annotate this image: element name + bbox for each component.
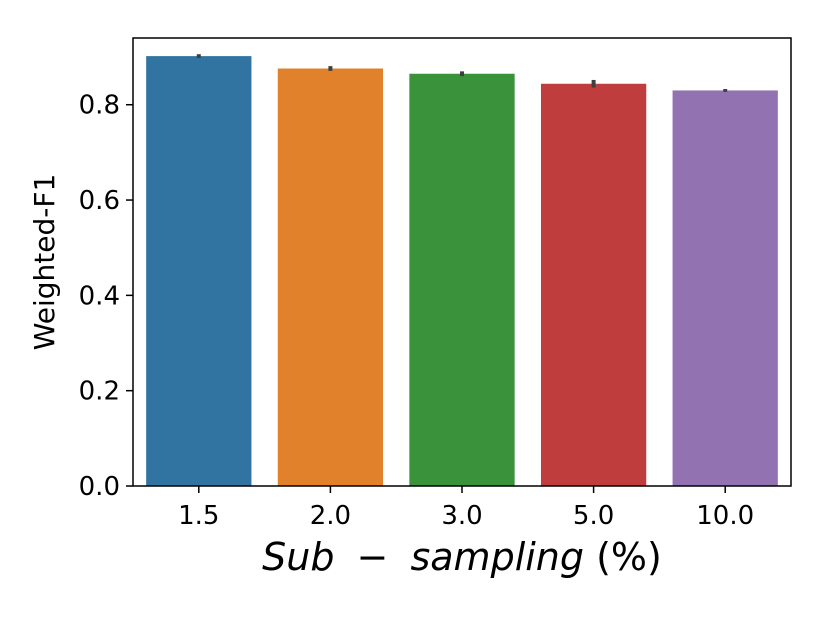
x-axis-label: Sub − sampling (%): [262, 535, 662, 579]
bar-5.0: [540, 83, 647, 487]
bars-group: [146, 56, 778, 487]
x-axis-label-minus: −: [357, 535, 389, 579]
x-tick-label: 1.5: [178, 501, 219, 531]
y-tick-label: 0.8: [79, 91, 120, 121]
bar-10.0: [672, 90, 778, 486]
y-tick-label: 0.0: [79, 472, 120, 502]
x-tick-label: 5.0: [573, 501, 614, 531]
y-tick-label: 0.4: [79, 281, 120, 311]
y-axis-label: Weighted-F1: [28, 174, 61, 351]
x-axis-label-part-1: Sub: [262, 535, 334, 579]
x-tick-label: 3.0: [441, 501, 482, 531]
x-axis: 1.5 2.0 3.0 5.0 10.0: [178, 486, 754, 531]
x-axis-label-part-2: sampling: [410, 535, 584, 579]
error-bars-group: [196, 54, 728, 92]
x-axis-label-part-3: (%): [596, 535, 662, 579]
y-tick-label: 0.6: [79, 186, 120, 216]
y-axis: 0.0 0.2 0.4 0.6 0.8: [79, 91, 133, 502]
x-tick-label: 2.0: [310, 501, 351, 531]
x-tick-label: 10.0: [696, 501, 754, 531]
y-tick-label: 0.2: [79, 377, 120, 407]
bar-2.0: [277, 68, 384, 486]
bar-1.5: [146, 56, 252, 487]
bar-3.0: [409, 73, 515, 486]
